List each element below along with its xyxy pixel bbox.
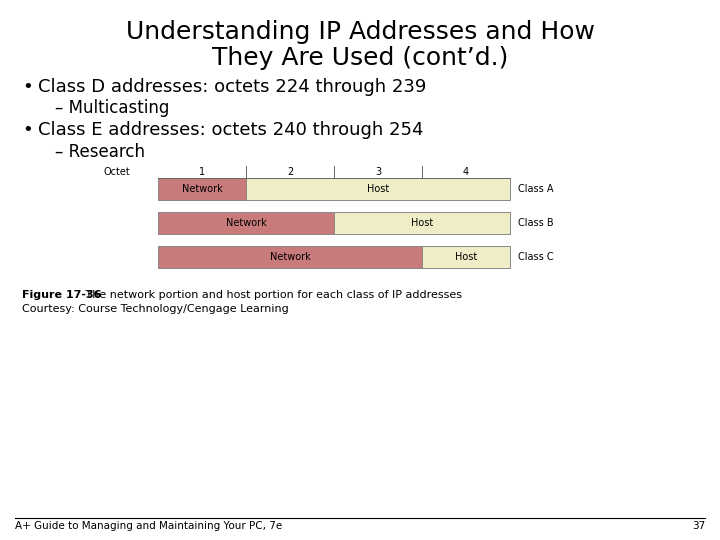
Bar (158, 178, 246, 200)
Text: •: • (22, 121, 32, 139)
Text: – Multicasting: – Multicasting (55, 99, 169, 117)
Bar (158, 246, 422, 268)
Bar (158, 212, 334, 234)
Bar (246, 178, 510, 200)
Text: Class A: Class A (518, 184, 554, 194)
Text: Network: Network (269, 252, 310, 262)
Text: – Research: – Research (55, 143, 145, 161)
Text: Host: Host (455, 252, 477, 262)
Text: 3: 3 (375, 167, 381, 177)
Text: Figure 17-36: Figure 17-36 (22, 290, 102, 300)
Text: •: • (22, 78, 32, 96)
Text: 1: 1 (199, 167, 205, 177)
Text: Network: Network (181, 184, 222, 194)
Text: Host: Host (367, 184, 389, 194)
Text: 2: 2 (287, 167, 293, 177)
Text: They Are Used (cont’d.): They Are Used (cont’d.) (212, 46, 508, 70)
Text: Host: Host (411, 218, 433, 228)
Text: Class D addresses: octets 224 through 239: Class D addresses: octets 224 through 23… (38, 78, 426, 96)
Text: Courtesy: Course Technology/Cengage Learning: Courtesy: Course Technology/Cengage Lear… (22, 304, 289, 314)
Text: Class C: Class C (518, 252, 554, 262)
Text: 37: 37 (692, 521, 705, 531)
Text: The network portion and host portion for each class of IP addresses: The network portion and host portion for… (82, 290, 462, 300)
Text: A+ Guide to Managing and Maintaining Your PC, 7e: A+ Guide to Managing and Maintaining You… (15, 521, 282, 531)
Text: Class B: Class B (518, 218, 554, 228)
Bar (422, 246, 510, 268)
Text: Class E addresses: octets 240 through 254: Class E addresses: octets 240 through 25… (38, 121, 423, 139)
Text: Network: Network (225, 218, 266, 228)
Text: 4: 4 (463, 167, 469, 177)
Bar (334, 212, 510, 234)
Text: Octet: Octet (103, 167, 130, 177)
Text: Understanding IP Addresses and How: Understanding IP Addresses and How (125, 20, 595, 44)
